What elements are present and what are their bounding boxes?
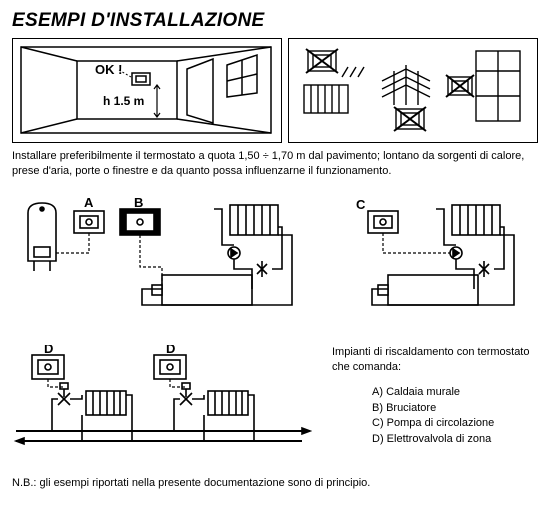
install-paragraph: Installare preferibilmente il termostato… [12,149,538,179]
figure-room-ok: OK ! h 1.5 m [12,38,282,143]
ok-label: OK ! [95,62,122,77]
nb-note: N.B.: gli esempi riportati nella present… [12,477,538,489]
bad-placements-svg [293,43,533,138]
room-svg: OK ! h 1.5 m [17,43,277,138]
label-d1: D [44,345,53,356]
legend-intro: Impianti di riscaldamento con termostato… [332,345,538,376]
label-b: B [134,197,143,210]
schematic-ab: A B [12,197,312,317]
figure-bad-placements [288,38,538,143]
label-a: A [84,197,94,210]
legend-item-a: A) Caldaia murale [372,385,538,400]
legend-block: Impianti di riscaldamento con termostato… [332,345,538,455]
label-d2: D [166,345,175,356]
schematic-c: C [332,197,538,317]
legend-item-d: D) Elettrovalvola di zona [372,432,538,447]
page-title: ESEMPI D'INSTALLAZIONE [12,10,538,32]
height-label: h 1.5 m [103,94,144,108]
schematics-grid: A B [12,197,538,455]
label-c: C [356,197,366,212]
legend-item-b: B) Bruciatore [372,401,538,416]
schematic-dd: D D [12,345,312,455]
install-figures-row: OK ! h 1.5 m [12,38,538,143]
legend-item-c: C) Pompa di circolazione [372,416,538,431]
